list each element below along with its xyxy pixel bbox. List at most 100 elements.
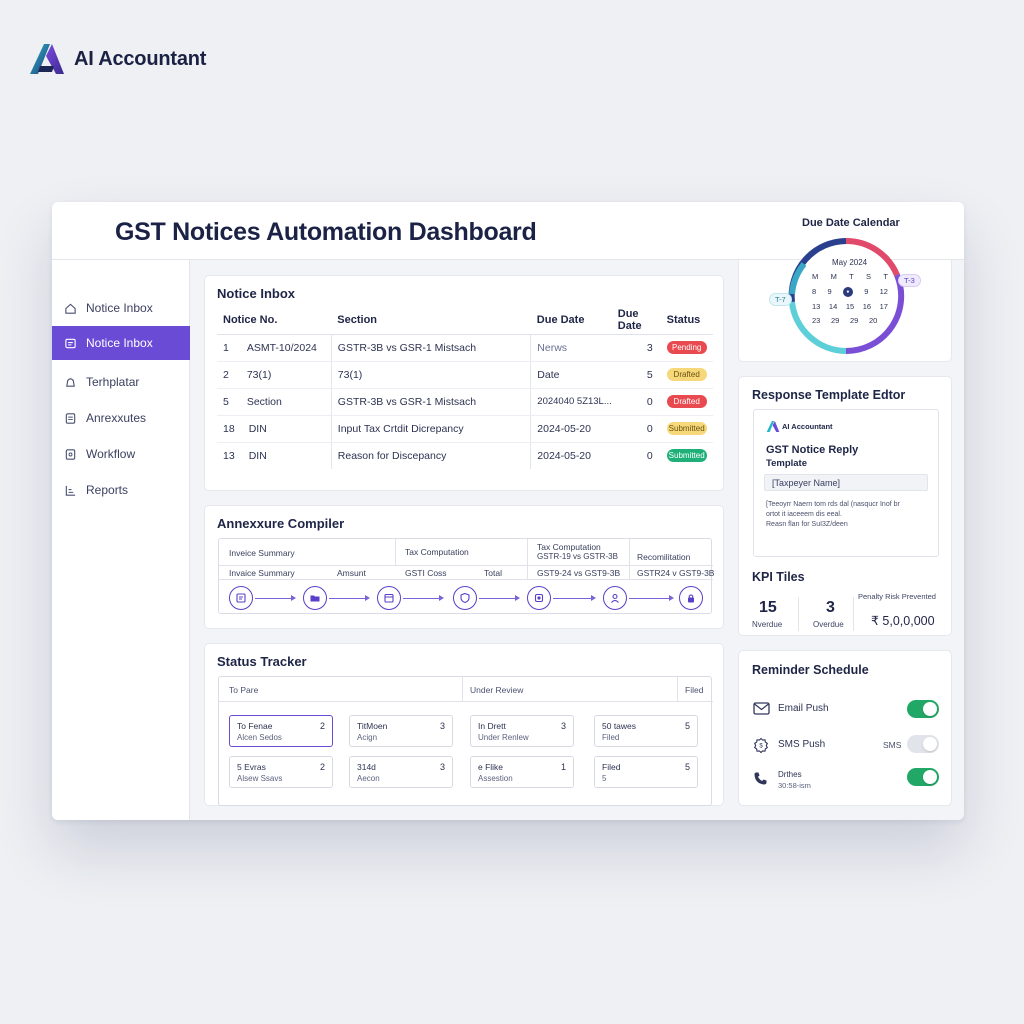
sidebar-item-reports[interactable]: Reports — [52, 473, 190, 507]
annexure-header: Tax Computation — [537, 542, 601, 552]
sidebar-item-templates[interactable]: Terhplatar — [52, 365, 190, 399]
inbox-icon — [65, 338, 76, 348]
annexure-table: Inveice Summary Tax Computation Tax Comp… — [218, 538, 715, 614]
template-preview[interactable]: AI Accountant GST Notice Reply Template … — [753, 409, 939, 557]
status-card-title: In Drett — [478, 721, 506, 731]
status-card[interactable]: 50 tawes Filed 5 — [594, 715, 698, 747]
lock-icon[interactable] — [679, 586, 703, 610]
calendar-icon[interactable] — [377, 586, 401, 610]
template-body-line: [Teeoyrr Naern tom rds dal (nasqucr Inof… — [766, 501, 900, 508]
email-push-toggle[interactable] — [907, 700, 939, 718]
calendar-week: 23 29 29 20 — [812, 316, 878, 325]
column-header: Due Date — [611, 306, 661, 335]
status-card-count: 2 — [319, 762, 325, 772]
sidebar-item-label: Terhplatar — [86, 375, 140, 389]
reminder-title: Reminder Schedule — [752, 663, 869, 677]
table-row[interactable]: 2 73(1) 73(1) Date 5 Drafted — [217, 361, 713, 389]
brand-name: AI Accountant — [74, 47, 207, 70]
status-card[interactable]: 314d Aecon 3 — [349, 756, 453, 788]
reminder-email-label: Email Push — [778, 703, 829, 714]
table-cell: 0 — [611, 415, 661, 443]
phone-reminder-toggle[interactable] — [907, 768, 939, 786]
status-card-count: 3 — [439, 721, 445, 731]
annexure-cell: Invaice Summary — [229, 568, 295, 578]
sidebar-item-notice-inbox[interactable]: Notice Inbox — [52, 291, 190, 325]
user-icon[interactable] — [603, 586, 627, 610]
folder-icon[interactable] — [303, 586, 327, 610]
status-badge: Submitted — [666, 422, 707, 435]
status-tracker-card: Status Tracker To Pare Under Review File… — [204, 643, 724, 806]
status-card[interactable]: Filed 5 5 — [594, 756, 698, 788]
calendar-selected-day[interactable]: ● — [842, 287, 853, 297]
annexure-compiler-card: Annexxure Compiler Inveice Summary Tax C… — [204, 505, 724, 629]
sidebar-item-workflow[interactable]: Workflow — [52, 437, 190, 471]
sidebar-item-label: Notice Inbox — [86, 301, 153, 315]
workflow-icon — [65, 448, 76, 460]
kpi-label: Nverdue — [752, 620, 783, 629]
calendar-month: May 2024 — [832, 258, 868, 267]
column-header: Notice No. — [217, 306, 332, 335]
annexure-cell: GSTI Coss — [405, 568, 447, 578]
table-row[interactable]: 18 DIN Input Tax Crtdit Dicrepancy 2024-0… — [217, 415, 713, 443]
status-card-count: 3 — [560, 721, 566, 731]
status-card-sub: Acign — [357, 733, 378, 742]
table-cell: 2024-05-20 — [530, 442, 612, 469]
table-cell: Submitted — [660, 415, 713, 443]
gear-icon[interactable] — [527, 586, 551, 610]
notice-table: Notice No. Section Due Date Due Date Sta… — [217, 306, 713, 469]
calendar-title: Due Date Calendar — [802, 217, 900, 229]
status-card[interactable]: In Drett Under Renlew 3 — [470, 715, 574, 747]
table-cell: 2 73(1) — [217, 361, 332, 389]
status-card[interactable]: To Fenae Alcen Sedos 2 — [229, 715, 333, 747]
status-card[interactable]: TitMoen Acign 3 — [349, 715, 453, 747]
column-to-prepare: To Pare — [229, 685, 259, 695]
status-card-count: 5 — [684, 721, 690, 731]
status-card[interactable]: 5 Evras Alsew Ssavs 2 — [229, 756, 333, 788]
status-card-sub: Assestion — [478, 774, 513, 783]
taxpayer-name-placeholder: [Taxpeyer Name] — [772, 478, 841, 488]
status-badge: Drafted — [666, 395, 707, 408]
column-header: Status — [660, 306, 713, 335]
status-card[interactable]: e Flike Assestion 1 — [470, 756, 574, 788]
status-card-title: To Fenae — [237, 721, 273, 731]
annexure-cell: GSTR24 v GST9-3B — [637, 568, 715, 578]
taxpayer-name-field[interactable]: [Taxpeyer Name] — [764, 474, 928, 491]
status-card-title: 5 Evras — [237, 762, 266, 772]
kpi-value: 3 — [826, 599, 835, 616]
table-row[interactable]: 5 Section GSTR-3B vs GSR-1 Mistsach 20240… — [217, 388, 713, 416]
sms-push-toggle[interactable] — [907, 735, 939, 753]
status-card-sub: Aecon — [357, 774, 380, 783]
sidebar-item-label: Workflow — [86, 447, 136, 461]
table-cell: 2024040 5Z13L... — [530, 388, 612, 416]
status-card-count: 2 — [319, 721, 325, 731]
table-header-row: Notice No. Section Due Date Due Date Sta… — [217, 306, 713, 335]
invoice-icon[interactable] — [229, 586, 253, 610]
sidebar-item-label: Anrexxutes — [86, 411, 147, 425]
status-card-sub: Under Renlew — [478, 733, 529, 742]
app-brand: AI Accountant — [28, 42, 206, 76]
table-row[interactable]: 1 ASMT-10/2024 GSTR-3B vs GSR-1 Mistsach … — [217, 334, 713, 362]
status-card-count: 1 — [560, 762, 566, 772]
table-cell: Nerws — [530, 334, 612, 362]
kpi-label-penalty: Penalty Risk Prevented — [858, 592, 936, 601]
table-cell: Reason for Discepancy — [330, 442, 531, 469]
table-cell: Date — [530, 361, 612, 389]
status-card-count: 5 — [684, 762, 690, 772]
tag-t-minus-7[interactable]: T-7 — [769, 293, 792, 306]
sms-icon: $ — [754, 737, 768, 753]
reminder-phone-time: 30:58-ism — [778, 781, 811, 790]
table-cell: Drafted — [660, 388, 713, 416]
status-badge: Drafted — [666, 368, 707, 381]
status-card-title: Filed — [602, 762, 621, 772]
shield-icon[interactable] — [453, 586, 477, 610]
brand-logo-icon — [30, 44, 64, 74]
sidebar-item-notice-inbox-active[interactable]: Notice Inbox — [52, 326, 190, 360]
sidebar-item-annexures[interactable]: Anrexxutes — [52, 401, 190, 435]
template-doc-subtitle: Template — [766, 458, 808, 469]
kpi-label: Overdue — [813, 620, 844, 629]
bell-icon — [66, 377, 75, 387]
table-row[interactable]: 13 DIN Reason for Discepancy 2024-05-20 0… — [217, 442, 713, 469]
status-card-title: 314d — [357, 762, 376, 772]
tag-t-minus-3[interactable]: T-3 — [898, 274, 921, 287]
